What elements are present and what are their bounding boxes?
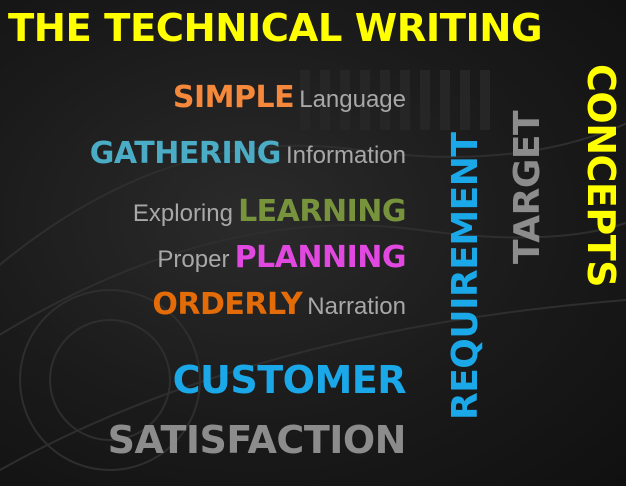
information-word: Information — [285, 142, 406, 169]
planning-word: PLANNING — [234, 240, 407, 275]
concepts-vertical-word: CONCEPTS — [579, 64, 623, 287]
learning-word: LEARNING — [238, 194, 406, 229]
simple-word: SIMPLE — [172, 80, 295, 115]
narration-word: Narration — [307, 293, 406, 320]
row-exploring-learning: Exploring LEARNING — [132, 192, 407, 236]
satisfaction-word: SATISFACTION — [107, 418, 407, 462]
page-title: THE TECHNICAL WRITING — [8, 6, 543, 51]
orderly-word: ORDERLY — [152, 287, 303, 322]
exploring-word: Exploring — [132, 200, 233, 227]
gathering-word: GATHERING — [89, 136, 282, 171]
requirement-vertical-word: REQUIREMENT — [445, 132, 486, 420]
row-gathering-information: GATHERING Information — [90, 134, 406, 178]
row-orderly-narration: ORDERLY Narration — [152, 285, 406, 329]
target-vertical-word: TARGET — [507, 110, 548, 264]
row-proper-planning: Proper PLANNING — [157, 238, 406, 282]
row-simple-language: SIMPLE Language — [173, 78, 406, 122]
proper-word: Proper — [157, 246, 230, 273]
language-word: Language — [299, 86, 406, 113]
customer-word: CUSTOMER — [172, 358, 407, 402]
